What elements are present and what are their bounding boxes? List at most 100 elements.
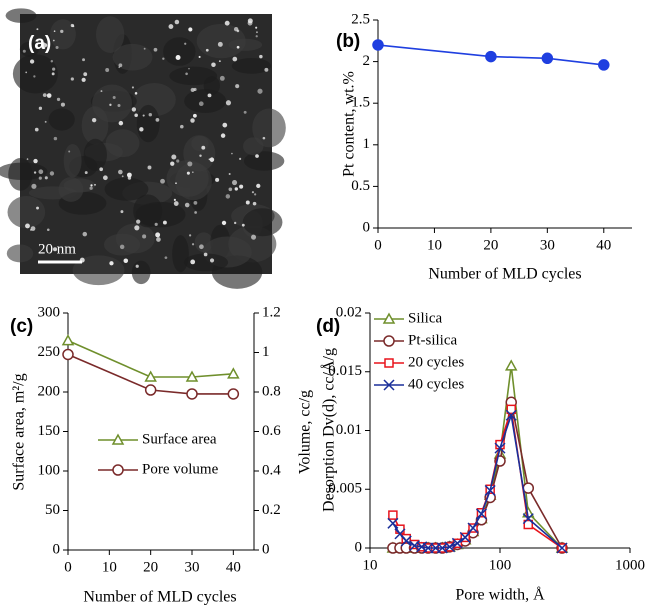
legend-label: Pt-silica — [408, 332, 458, 348]
y-axis-title: Desorption Dv(d), cc/Å/g — [320, 348, 338, 512]
particle — [38, 176, 42, 180]
texture — [58, 177, 84, 202]
marker — [506, 404, 516, 415]
particle — [34, 127, 39, 132]
texture — [7, 195, 46, 229]
particle — [147, 165, 152, 170]
marker — [485, 50, 497, 63]
y-axis-title: Pt content, wt.% — [341, 71, 358, 177]
y-tick-label: 0 — [53, 541, 61, 557]
particle — [42, 43, 48, 48]
particle — [70, 77, 74, 81]
particle — [46, 93, 52, 98]
texture — [183, 135, 216, 172]
x-axis-title: Number of MLD cycles — [428, 266, 581, 283]
texture — [112, 43, 153, 71]
x-tick-label: 100 — [489, 557, 512, 573]
particle — [109, 103, 112, 107]
particle — [22, 49, 26, 53]
texture — [103, 233, 141, 256]
marker — [112, 464, 124, 476]
particle — [162, 57, 165, 60]
marker — [556, 542, 568, 554]
y-tick-label: 1 — [363, 136, 371, 152]
particle — [175, 182, 177, 185]
texture — [50, 19, 76, 50]
particle — [49, 171, 55, 176]
particle — [36, 28, 39, 31]
particle — [175, 55, 181, 60]
marker — [144, 370, 157, 382]
particle — [56, 97, 61, 102]
y-tick-label: 300 — [38, 304, 61, 320]
x-tick-label: 40 — [596, 237, 611, 253]
particle — [190, 259, 196, 265]
particle — [118, 120, 124, 126]
panel-label: (b) — [336, 31, 360, 52]
particle — [154, 222, 158, 226]
particle — [123, 258, 129, 264]
particle — [52, 39, 55, 42]
particle — [36, 206, 39, 210]
particle — [109, 261, 114, 266]
particle — [193, 87, 197, 92]
particle — [53, 30, 56, 32]
marker — [401, 533, 411, 544]
y-tick-label: 2 — [363, 53, 371, 69]
particle — [120, 210, 124, 214]
particle — [201, 145, 206, 150]
particle — [55, 45, 59, 50]
x-tick-label: 30 — [540, 237, 555, 253]
particle — [118, 63, 123, 68]
marker — [384, 358, 394, 368]
particle — [119, 244, 125, 250]
marker — [144, 384, 157, 396]
x-tick-label: 10 — [102, 559, 117, 575]
particle — [255, 35, 258, 38]
scale-bar-label: 20 nm — [38, 241, 76, 257]
particle — [139, 127, 144, 132]
particle — [26, 158, 29, 160]
y-tick-label: 0.005 — [328, 481, 362, 497]
y-tick-label: 0 — [363, 219, 371, 235]
particle — [82, 231, 88, 237]
particle — [191, 243, 195, 246]
marker — [522, 513, 534, 525]
y-tick-label: 250 — [38, 344, 61, 360]
x-tick-label: 20 — [143, 559, 158, 575]
particle — [90, 184, 93, 187]
marker — [382, 312, 396, 324]
particle — [239, 184, 244, 189]
particle — [91, 117, 97, 123]
y-axis-title: Surface area, m²/g — [11, 373, 28, 490]
texture — [196, 23, 246, 59]
particle — [99, 167, 104, 172]
particle — [174, 19, 180, 25]
y-tick-label: 0.01 — [336, 422, 362, 438]
particle — [42, 93, 47, 98]
particle — [121, 175, 124, 178]
series-line — [377, 44, 604, 66]
particle — [135, 264, 139, 268]
marker — [451, 537, 463, 549]
particle — [29, 59, 35, 64]
marker — [372, 39, 384, 51]
marker — [484, 484, 496, 496]
particle — [231, 179, 238, 186]
particle — [164, 256, 168, 260]
texture — [163, 37, 196, 66]
x-tick-label: 10 — [363, 557, 378, 573]
particle — [156, 237, 161, 242]
particle — [31, 183, 37, 189]
particle — [53, 247, 58, 252]
x-tick-label: 40 — [226, 559, 241, 575]
x-axis-title: Pore width, Å — [455, 586, 545, 604]
legend-label: Pore volume — [142, 461, 219, 477]
particle — [209, 258, 215, 263]
particle — [224, 20, 230, 26]
particle — [233, 221, 237, 225]
particle — [33, 158, 38, 164]
particle — [252, 201, 257, 206]
marker — [598, 59, 610, 71]
particle — [131, 107, 137, 112]
